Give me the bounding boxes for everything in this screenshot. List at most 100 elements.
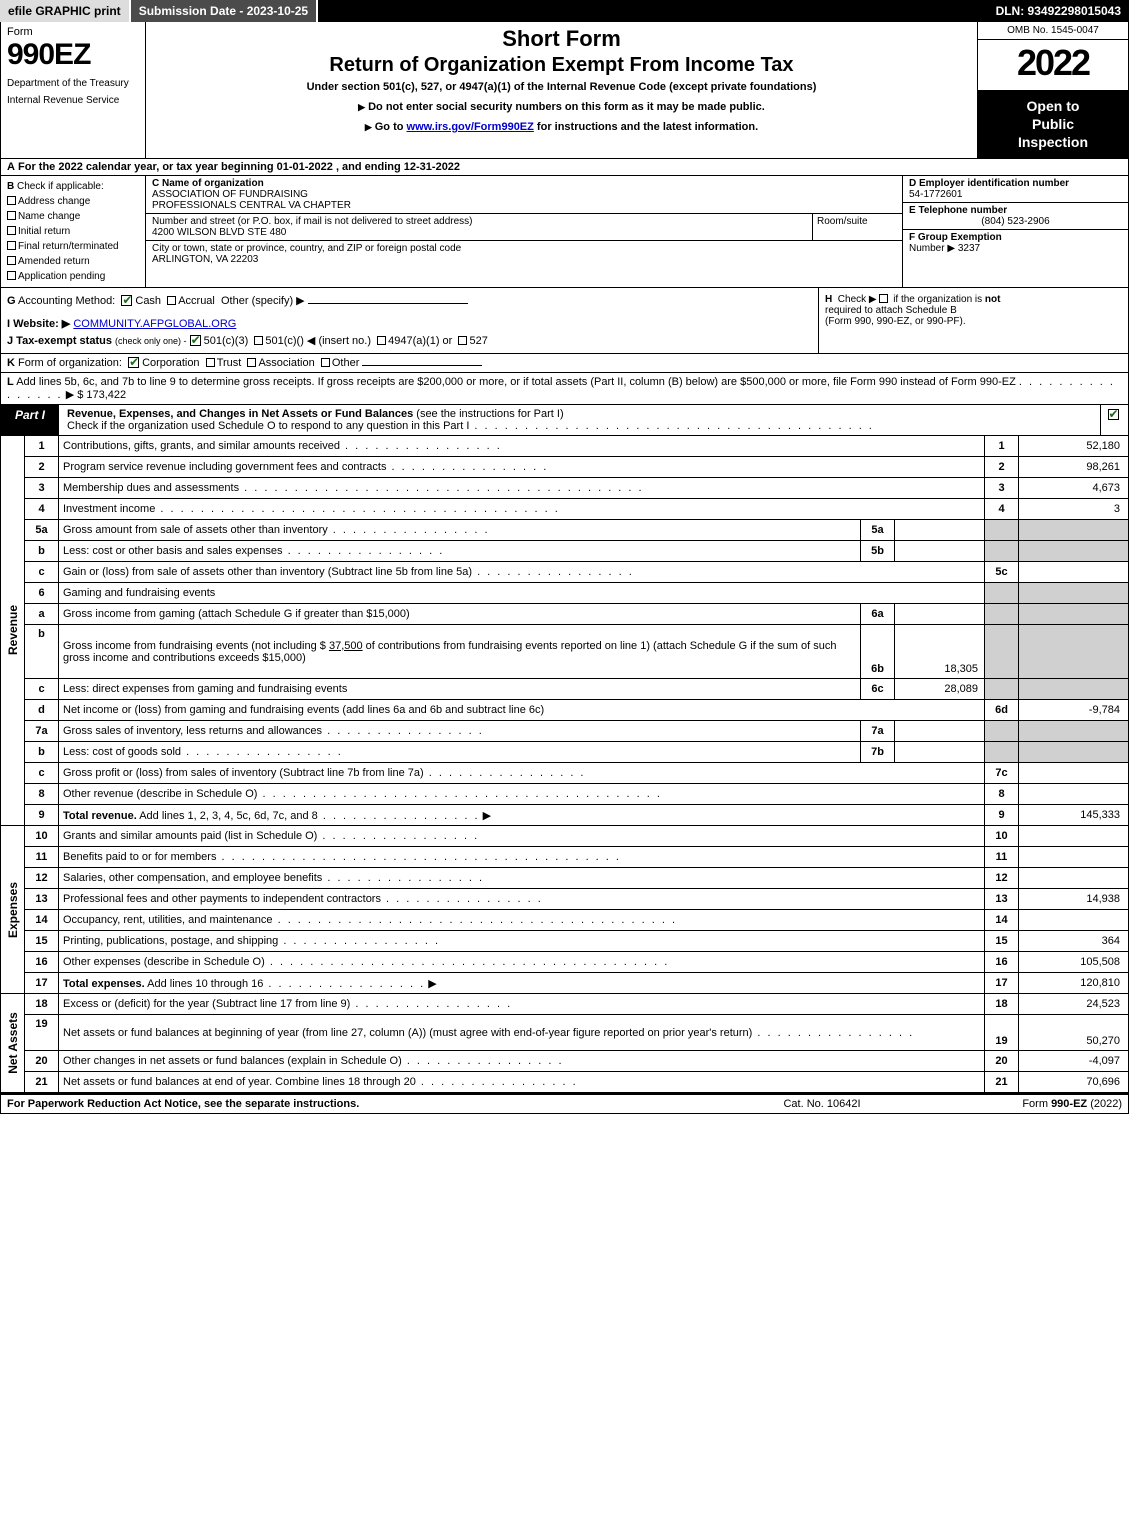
- efile-print-label[interactable]: efile GRAPHIC print: [0, 0, 131, 22]
- l19-outval: 50,270: [1019, 1015, 1129, 1051]
- irs-link[interactable]: www.irs.gov/Form990EZ: [407, 121, 534, 133]
- other-org-line[interactable]: [362, 365, 482, 366]
- line-2: 2 Program service revenue including gove…: [1, 457, 1129, 478]
- line-6d: d Net income or (loss) from gaming and f…: [1, 700, 1129, 721]
- l3-desc: Membership dues and assessments: [63, 482, 239, 494]
- opt-association: Association: [258, 357, 314, 369]
- bullet-ssn-text: Do not enter social security numbers on …: [368, 101, 765, 113]
- website-link[interactable]: COMMUNITY.AFPGLOBAL.ORG: [73, 318, 236, 330]
- l17-desc: Add lines 10 through 16: [145, 978, 264, 990]
- l9-outnum: 9: [985, 805, 1019, 826]
- row-i-label: I Website: ▶: [7, 318, 70, 330]
- chk-schedule-b[interactable]: [879, 294, 888, 303]
- l5b-num: b: [25, 541, 59, 562]
- cell-phone: E Telephone number (804) 523-2906: [903, 203, 1128, 230]
- l6-outnum-grey: [985, 583, 1019, 604]
- l12-desc: Salaries, other compensation, and employ…: [63, 872, 322, 884]
- chk-final-return[interactable]: [7, 241, 16, 250]
- l11-outval: [1019, 847, 1129, 868]
- l6c-inval: 28,089: [895, 679, 985, 700]
- chk-amended-return[interactable]: [7, 256, 16, 265]
- l21-desc: Net assets or fund balances at end of ye…: [63, 1076, 416, 1088]
- chk-schedule-o[interactable]: [1108, 409, 1119, 420]
- l7b-innum: 7b: [861, 742, 895, 763]
- other-specify-line[interactable]: [308, 303, 468, 304]
- chk-address-change[interactable]: [7, 196, 16, 205]
- opt-accrual: Accrual: [178, 295, 215, 307]
- chk-cash[interactable]: [121, 295, 132, 306]
- l20-desc: Other changes in net assets or fund bala…: [63, 1055, 402, 1067]
- chk-4947[interactable]: [377, 336, 386, 345]
- l11-num: 11: [25, 847, 59, 868]
- l6a-desc: Gross income from gaming (attach Schedul…: [63, 608, 410, 620]
- line-4: 4 Investment income 4 3: [1, 499, 1129, 520]
- row-h-check: Check ▶: [838, 294, 877, 305]
- group-exemption-value: 3237: [958, 243, 980, 254]
- bullet-goto: Go to www.irs.gov/Form990EZ for instruct…: [154, 121, 969, 133]
- chk-527[interactable]: [458, 336, 467, 345]
- l6c-num: c: [25, 679, 59, 700]
- l20-num: 20: [25, 1051, 59, 1072]
- row-h: H Check ▶ if the organization is not req…: [818, 288, 1128, 353]
- cell-city: City or town, state or province, country…: [146, 241, 902, 287]
- line-11: 11 Benefits paid to or for members 11: [1, 847, 1129, 868]
- l5a-inval: [895, 520, 985, 541]
- l6a-outval-grey: [1019, 604, 1129, 625]
- l4-num: 4: [25, 499, 59, 520]
- sidelabel-netassets: Net Assets: [1, 994, 25, 1093]
- chk-trust[interactable]: [206, 358, 215, 367]
- cell-org-name: C Name of organization ASSOCIATION OF FU…: [146, 176, 902, 214]
- line-16: 16 Other expenses (describe in Schedule …: [1, 952, 1129, 973]
- l7a-num: 7a: [25, 721, 59, 742]
- row-l-value: 173,422: [86, 389, 126, 401]
- dept-treasury: Department of the Treasury: [7, 78, 139, 89]
- l6d-desc: Net income or (loss) from gaming and fun…: [63, 704, 544, 716]
- part1-title-main: Revenue, Expenses, and Changes in Net As…: [67, 408, 413, 420]
- l16-desc: Other expenses (describe in Schedule O): [63, 956, 265, 968]
- opt-trust: Trust: [217, 357, 242, 369]
- l7c-outval: [1019, 763, 1129, 784]
- l15-outnum: 15: [985, 931, 1019, 952]
- l9-desc-bold: Total revenue.: [63, 810, 137, 822]
- opt-other: Other (specify) ▶: [221, 295, 305, 307]
- header-left: Form 990EZ Department of the Treasury In…: [1, 22, 146, 158]
- chk-accrual[interactable]: [167, 296, 176, 305]
- chk-501c[interactable]: [254, 336, 263, 345]
- l5a-num: 5a: [25, 520, 59, 541]
- footer-form-post: (2022): [1087, 1098, 1122, 1110]
- chk-corporation[interactable]: [128, 357, 139, 368]
- chk-association[interactable]: [247, 358, 256, 367]
- row-h-label: H: [825, 294, 832, 305]
- chk-501c3[interactable]: [190, 335, 201, 346]
- l5a-innum: 5a: [861, 520, 895, 541]
- l5c-outval: [1019, 562, 1129, 583]
- chk-name-change[interactable]: [7, 211, 16, 220]
- l17-num: 17: [25, 973, 59, 994]
- opt-name-change: Name change: [18, 211, 80, 222]
- row-l-label: L: [7, 376, 14, 388]
- line-7b: b Less: cost of goods sold 7b: [1, 742, 1129, 763]
- part1-checkbox-cell: [1100, 405, 1128, 435]
- chk-application-pending[interactable]: [7, 271, 16, 280]
- line-10: Expenses 10 Grants and similar amounts p…: [1, 826, 1129, 847]
- col-def: D Employer identification number 54-1772…: [903, 176, 1128, 287]
- l6c-outnum-grey: [985, 679, 1019, 700]
- row-a-label: A: [7, 161, 15, 173]
- l6b-innum: 6b: [861, 625, 895, 679]
- lbl-street: Number and street (or P.O. box, if mail …: [152, 216, 473, 227]
- opt-amended-return: Amended return: [18, 256, 90, 267]
- org-name-2: PROFESSIONALS CENTRAL VA CHAPTER: [152, 200, 351, 211]
- open2: Public: [982, 115, 1124, 133]
- goto-pre: Go to: [375, 121, 407, 133]
- chk-other-org[interactable]: [321, 358, 330, 367]
- l6c-innum: 6c: [861, 679, 895, 700]
- lbl-group-number: Number ▶: [909, 243, 955, 254]
- chk-initial-return[interactable]: [7, 226, 16, 235]
- row-a: A For the 2022 calendar year, or tax yea…: [0, 159, 1129, 176]
- revenue-label: Revenue: [6, 605, 20, 655]
- row-l-text: Add lines 5b, 6c, and 7b to line 9 to de…: [16, 376, 1016, 388]
- footer-form-bold: 990-EZ: [1051, 1098, 1087, 1110]
- form-title: Return of Organization Exempt From Incom…: [154, 54, 969, 77]
- l6d-outnum: 6d: [985, 700, 1019, 721]
- l19-desc: Net assets or fund balances at beginning…: [63, 1027, 752, 1039]
